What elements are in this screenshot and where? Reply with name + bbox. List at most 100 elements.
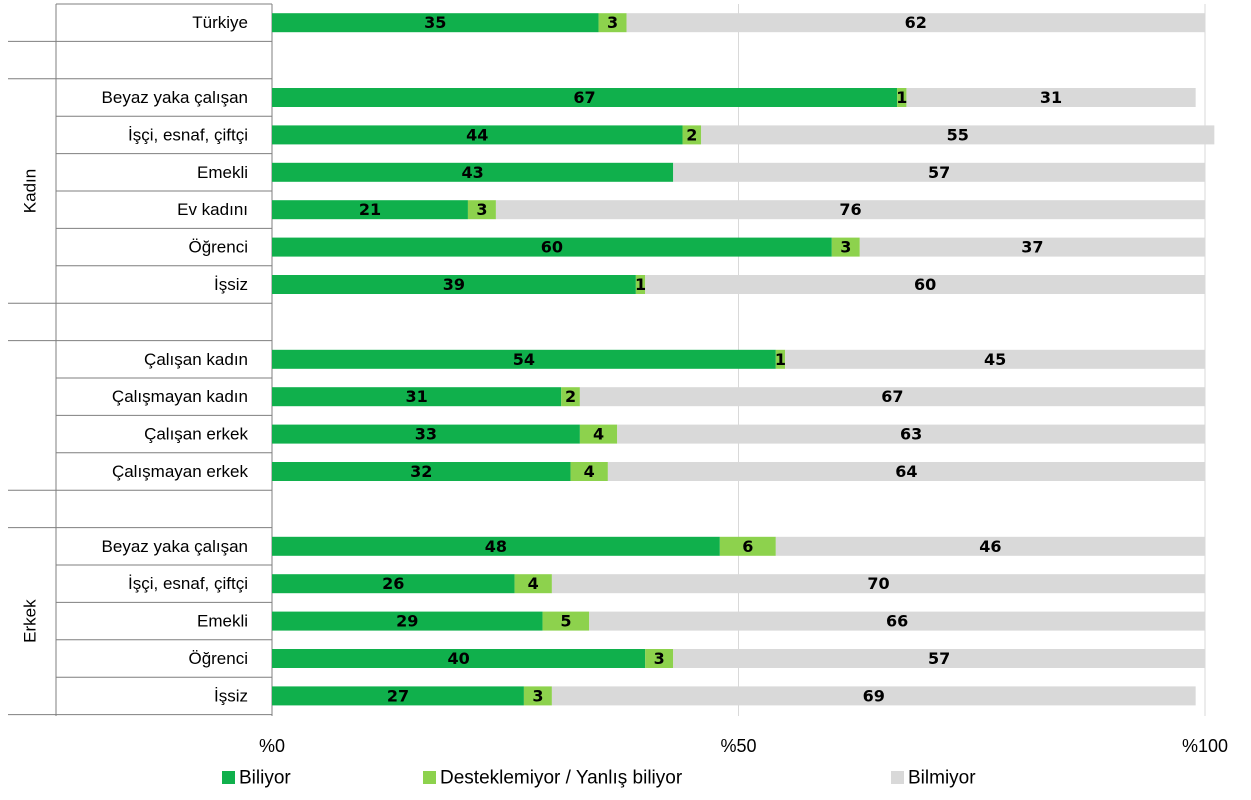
bar-segment	[775, 536, 1205, 556]
bar-segment	[579, 424, 618, 444]
data-label: 21	[359, 200, 381, 219]
legend-label: Desteklemiyor / Yanlış biliyor	[440, 768, 683, 789]
data-label: 57	[928, 649, 950, 668]
bar-segment	[272, 424, 580, 444]
bar-segment	[272, 13, 599, 33]
data-label: 57	[928, 163, 950, 182]
category-label: Çalışmayan kadın	[112, 387, 248, 406]
bar-segment	[701, 125, 1215, 145]
data-label: 70	[867, 574, 889, 593]
data-label: 31	[1040, 88, 1062, 107]
bar-segment	[598, 13, 627, 33]
data-label: 35	[424, 13, 446, 32]
bar-segment	[272, 387, 562, 407]
bar-segment	[645, 649, 674, 668]
data-label: 43	[461, 163, 483, 182]
bar-segment	[897, 88, 907, 107]
bar-segment	[272, 686, 524, 706]
data-label: 3	[840, 238, 851, 257]
x-tick-label: %100	[1182, 736, 1228, 756]
bar-segment	[523, 686, 552, 706]
bar-segment	[272, 462, 571, 481]
legend: Biliyor Desteklemiyor / Yanlış biliyor Bil…	[222, 768, 976, 789]
data-label: 3	[476, 200, 487, 219]
bar-segment	[542, 611, 590, 631]
data-label: 60	[541, 238, 563, 257]
bar-segment	[682, 125, 702, 145]
bar-segment	[272, 349, 776, 369]
data-label: 33	[415, 425, 437, 444]
category-label: Öğrenci	[188, 649, 248, 668]
data-label: 1	[635, 275, 646, 294]
category-label: Beyaz yaka çalışan	[102, 537, 248, 556]
data-label: 67	[573, 88, 595, 107]
category-label: Çalışan erkek	[144, 425, 248, 444]
data-label: 44	[466, 125, 488, 144]
data-label: 64	[895, 462, 917, 481]
category-label: Ev kadını	[177, 200, 248, 219]
data-label: 3	[532, 686, 543, 705]
x-axis-ticks: %0 %50 %100	[259, 736, 1228, 756]
bar-segment	[719, 536, 776, 556]
bar-segment	[272, 200, 468, 220]
bar-segment	[831, 237, 860, 257]
bar-segment	[570, 462, 608, 481]
row-dividers	[8, 3, 272, 716]
data-label: 27	[387, 686, 409, 705]
bar-segment	[272, 611, 543, 631]
category-label: Emekli	[197, 163, 248, 182]
data-label: 63	[900, 425, 922, 444]
data-label: 76	[839, 200, 861, 219]
bar-segment	[467, 200, 496, 220]
bar-segment	[272, 574, 515, 594]
category-label: Emekli	[197, 612, 248, 631]
data-label: 45	[984, 350, 1006, 369]
bar-segment	[673, 162, 1205, 182]
bar-segment	[551, 574, 1205, 594]
group-label: Kadın	[21, 169, 40, 213]
bar-segment	[495, 200, 1205, 220]
data-label: 29	[396, 612, 418, 631]
x-tick-label: %50	[720, 736, 756, 756]
category-label: Türkiye	[192, 13, 248, 32]
bar-segment	[859, 237, 1205, 257]
bar-segment	[272, 237, 832, 257]
data-label: 26	[382, 574, 404, 593]
data-label: 40	[447, 649, 469, 668]
category-label: İşçi, esnaf, çiftçi	[128, 125, 248, 144]
bar-segment	[635, 275, 646, 294]
data-label: 67	[881, 387, 903, 406]
data-label: 3	[607, 13, 618, 32]
data-label: 69	[863, 686, 885, 705]
group-label: Erkek	[21, 599, 40, 643]
data-label: 3	[654, 649, 665, 668]
data-label: 31	[405, 387, 427, 406]
bar-segment	[272, 536, 720, 556]
bar-segment	[272, 649, 646, 668]
category-label: Öğrenci	[188, 238, 248, 257]
bar-segment	[272, 275, 636, 294]
data-label: 1	[896, 88, 907, 107]
category-label: Beyaz yaka çalışan	[102, 88, 248, 107]
legend-label: Bilmiyor	[908, 768, 976, 789]
category-labels: Kadın Erkek Türkiye Beyaz yaka çalışan İşçi,…	[21, 13, 249, 705]
bar-segment	[626, 13, 1205, 33]
bar-segment	[272, 88, 898, 107]
data-label: 32	[410, 462, 432, 481]
bar-segment	[272, 125, 683, 145]
bar-segment	[617, 424, 1205, 444]
data-label: 1	[775, 350, 786, 369]
legend-swatch	[891, 771, 904, 784]
bar-segment	[272, 162, 674, 182]
category-label: İşsiz	[214, 275, 248, 294]
data-label: 4	[584, 462, 595, 481]
bar-segment	[561, 387, 580, 407]
bar-segment	[673, 649, 1205, 668]
bar-segment	[551, 686, 1196, 706]
data-label: 60	[914, 275, 936, 294]
category-label: Çalışan kadın	[144, 350, 248, 369]
category-label: Çalışmayan erkek	[112, 462, 249, 481]
bar-segment	[579, 387, 1205, 407]
